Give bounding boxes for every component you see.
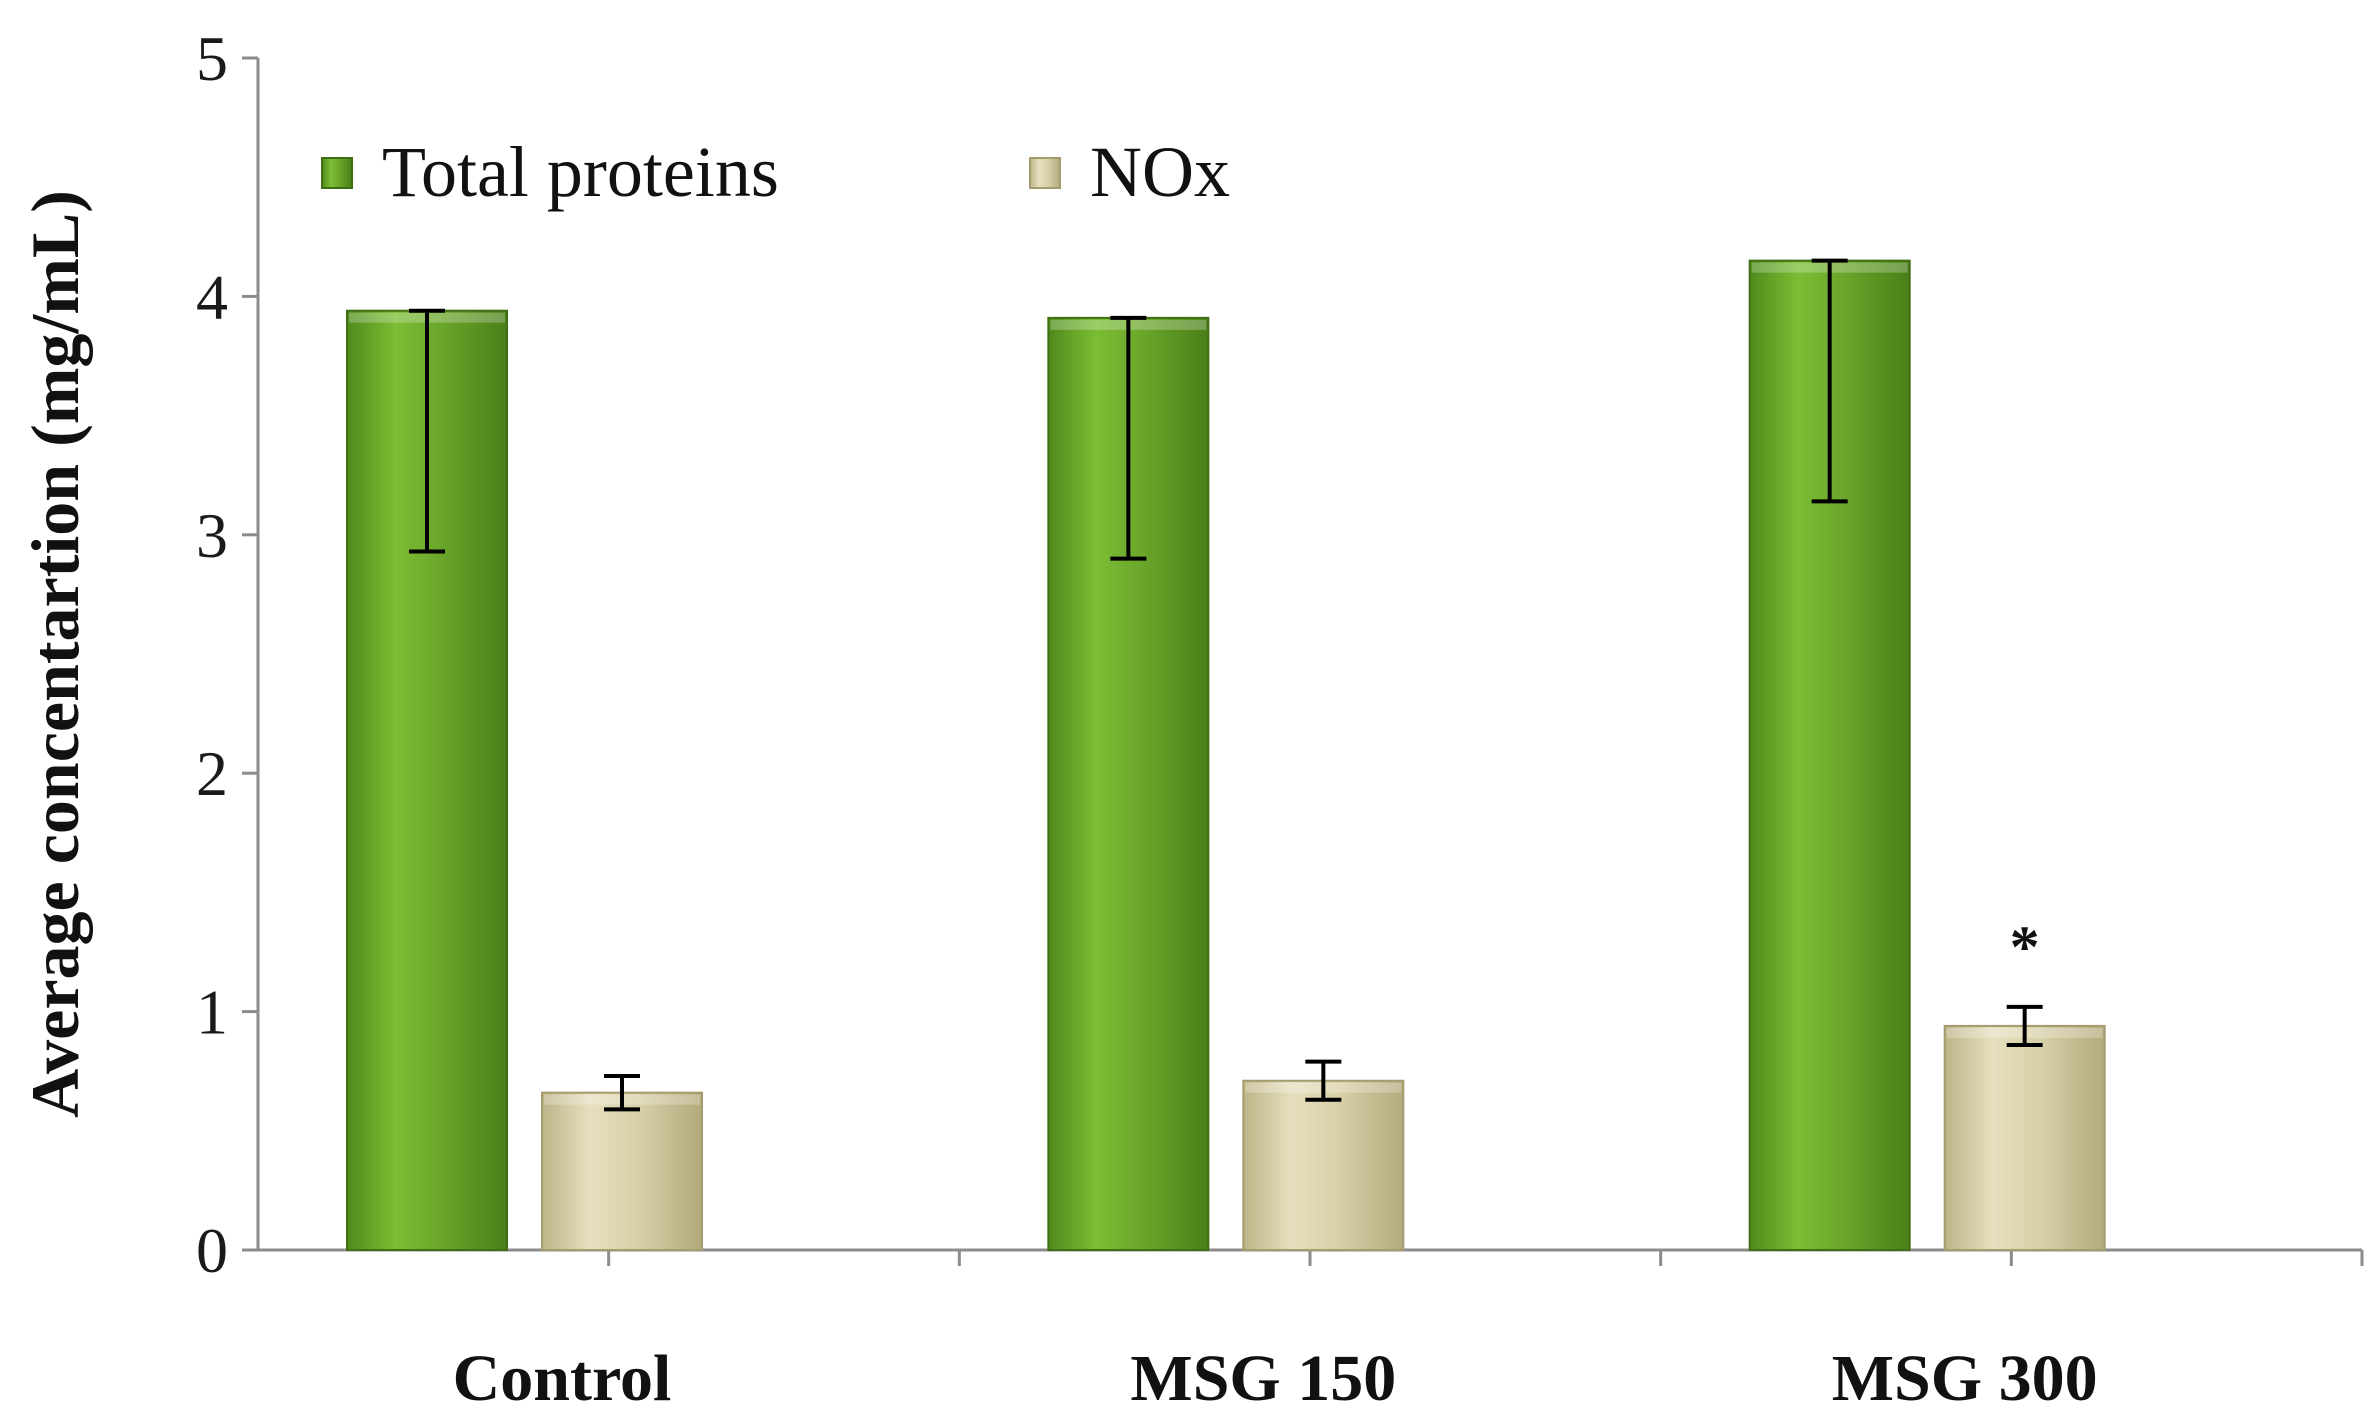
y-axis-title: Average concentartion (mg/mL) (17, 190, 93, 1118)
legend-label-total-proteins: Total proteins (382, 132, 779, 212)
x-category-label: MSG 300 (1832, 1342, 2098, 1415)
y-tick-label: 5 (196, 23, 228, 94)
y-tick-label: 0 (196, 1215, 228, 1286)
bar-nox-msg-300 (1943, 1024, 2106, 1252)
y-tick-label: 3 (196, 500, 228, 571)
y-tick-label: 1 (196, 977, 228, 1048)
x-category-label: MSG 150 (1130, 1342, 1396, 1415)
y-tick-label: 4 (196, 261, 228, 332)
bar-nox-msg-150 (1242, 1079, 1405, 1251)
error-bars (409, 258, 2043, 1112)
legend-swatch-total-proteins (321, 157, 353, 189)
y-tick-label: 2 (196, 738, 228, 809)
bars (346, 259, 2106, 1252)
legend-label-nox: NOx (1090, 132, 1230, 212)
bar-nox-control (541, 1091, 704, 1251)
legend: Total proteins NOx (321, 132, 1230, 212)
legend-swatch-nox (1029, 157, 1061, 189)
labels: 0 1 2 3 4 5 Control MSG 150 * MSG 300 Average conc… (17, 23, 2098, 1415)
x-category-label: Control (453, 1342, 672, 1415)
significance-asterisk: * (2010, 914, 2040, 980)
